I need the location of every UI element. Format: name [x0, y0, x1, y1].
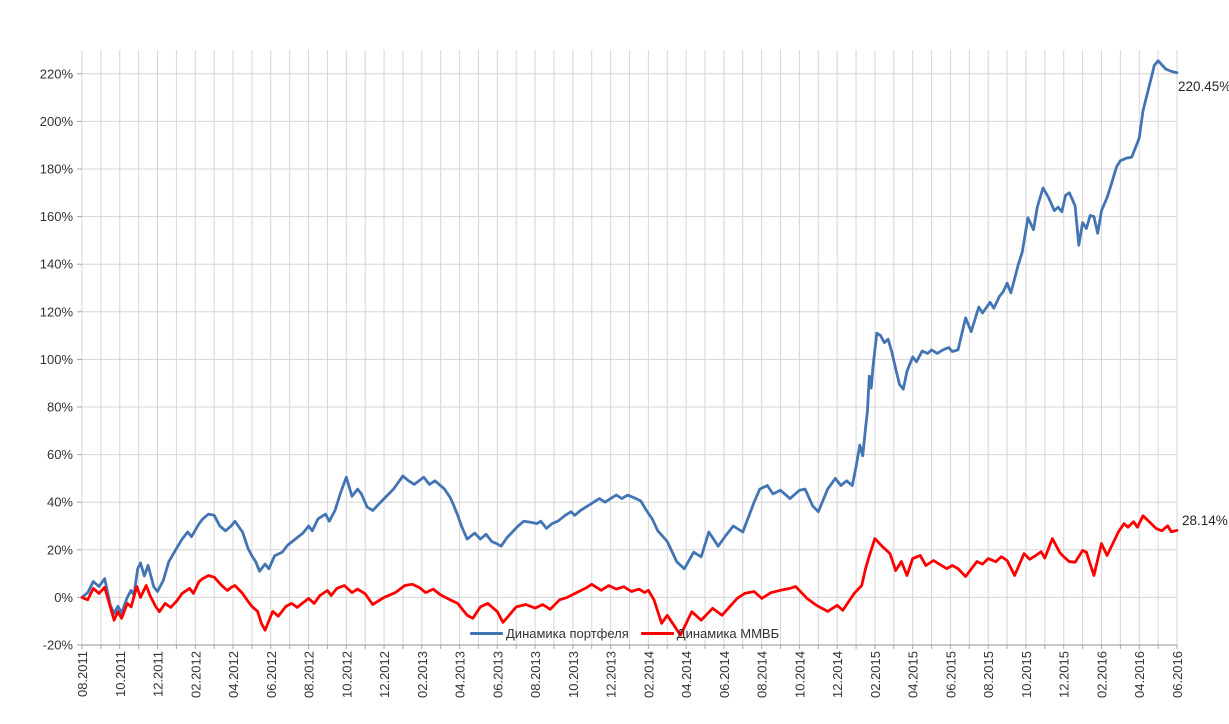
- x-tick-label: 02.2014: [641, 651, 656, 698]
- x-tick-label: 02.2016: [1094, 651, 1109, 698]
- x-tick-label: 08.2014: [755, 651, 770, 698]
- portfolio-line-swatch: [470, 632, 503, 635]
- y-tick-label: 100%: [40, 352, 74, 367]
- x-tick-label: 08.2015: [981, 651, 996, 698]
- x-tick-label: 12.2015: [1057, 651, 1072, 698]
- x-tick-label: 06.2015: [943, 651, 958, 698]
- y-tick-label: 0%: [54, 590, 73, 605]
- x-tick-label: 10.2012: [339, 651, 354, 698]
- x-tick-label: 06.2016: [1170, 651, 1185, 698]
- y-tick-label: 80%: [47, 400, 73, 415]
- y-tick-label: 20%: [47, 542, 73, 557]
- x-tick-label: 12.2014: [830, 651, 845, 698]
- x-tick-label: 04.2015: [906, 651, 921, 698]
- y-tick-label: -20%: [43, 638, 74, 653]
- x-tick-label: 12.2012: [377, 651, 392, 698]
- y-tick-label: 200%: [40, 114, 74, 129]
- legend-item-portfolio[interactable]: Динамика портфеля: [470, 626, 629, 641]
- y-tick-label: 160%: [40, 209, 74, 224]
- x-tick-label: 10.2014: [792, 651, 807, 698]
- legend-item-micex[interactable]: Динамика ММВБ: [640, 626, 780, 641]
- x-tick-label: 02.2013: [415, 651, 430, 698]
- y-tick-label: 220%: [40, 66, 74, 81]
- portfolio-series-line[interactable]: [80, 59, 1179, 615]
- legend-label-micex: Динамика ММВБ: [676, 626, 780, 641]
- x-tick-label: 08.2013: [528, 651, 543, 698]
- x-tick-label: 10.2011: [113, 651, 128, 697]
- y-tick-label: 120%: [40, 304, 74, 319]
- x-tick-label: 04.2013: [453, 651, 468, 698]
- y-tick-label: 140%: [40, 257, 74, 272]
- legend: Динамика портфеля Динамика ММВБ: [470, 626, 779, 641]
- x-tick-label: 04.2012: [226, 651, 241, 698]
- y-tick-label: 60%: [47, 447, 73, 462]
- x-tick-label: 04.2016: [1132, 651, 1147, 698]
- micex-series-line[interactable]: [80, 514, 1179, 637]
- x-tick-label: 10.2015: [1019, 651, 1034, 698]
- x-tick-label: 02.2012: [188, 651, 203, 698]
- x-tick-label: 12.2011: [151, 651, 166, 697]
- x-tick-label: 02.2015: [868, 651, 883, 698]
- x-tick-label: 08.2012: [302, 651, 317, 698]
- micex-line-swatch: [640, 632, 674, 635]
- legend-label-portfolio: Динамика портфеля: [506, 626, 629, 641]
- x-tick-label: 08.2011: [75, 651, 90, 697]
- x-tick-label: 06.2012: [264, 651, 279, 698]
- x-tick-label: 06.2013: [490, 651, 505, 698]
- micex-end-value-label: 28.14%: [1182, 513, 1228, 529]
- portfolio-end-value-label: 220.45%: [1178, 78, 1229, 94]
- x-tick-label: 06.2014: [717, 651, 732, 698]
- y-tick-label: 40%: [47, 495, 73, 510]
- x-tick-label: 04.2014: [679, 651, 694, 698]
- x-tick-label: 10.2013: [566, 651, 581, 698]
- y-tick-label: 180%: [40, 162, 74, 177]
- x-tick-label: 12.2013: [604, 651, 619, 698]
